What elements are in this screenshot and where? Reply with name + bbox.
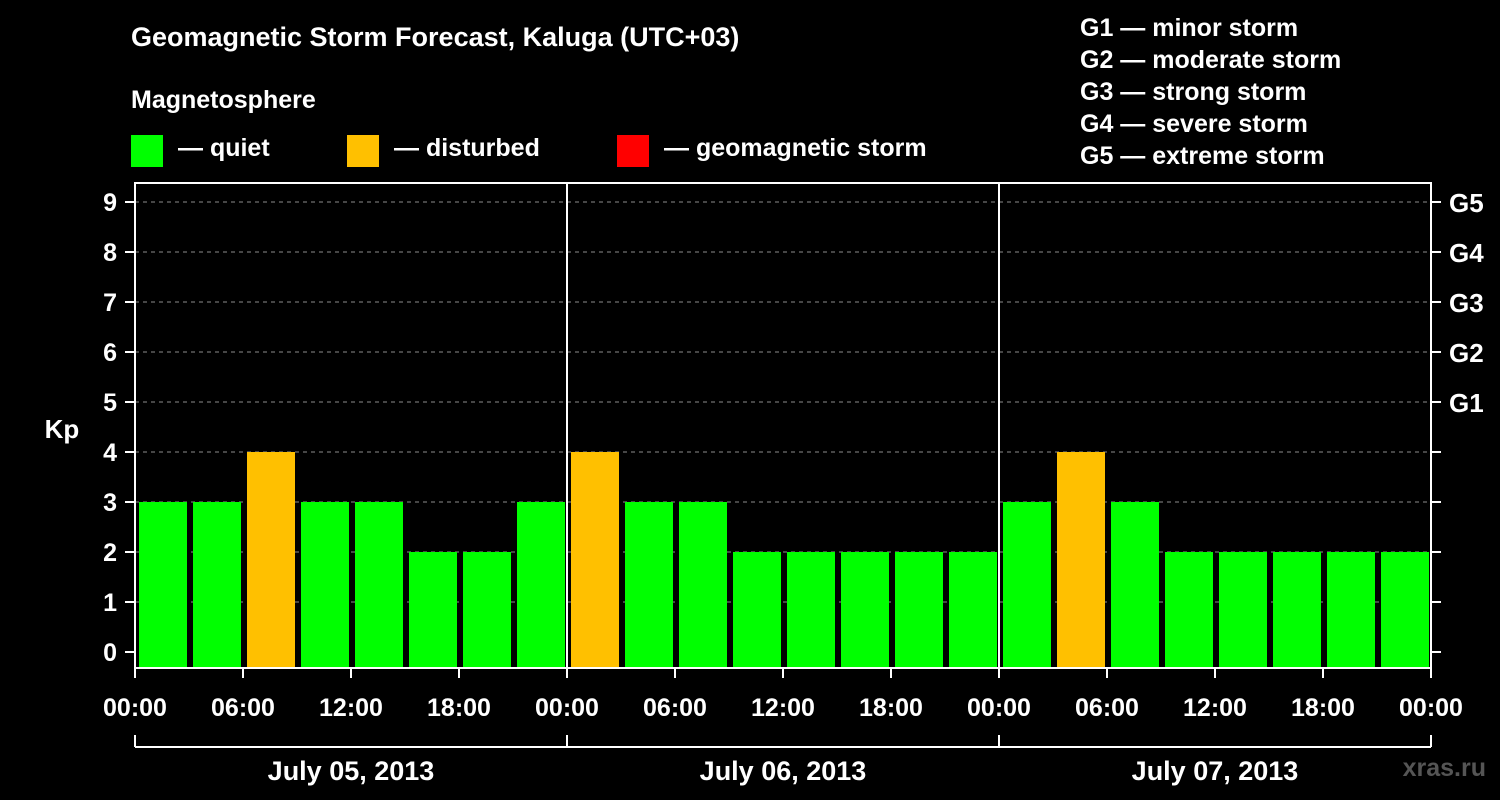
kp-bar — [247, 452, 295, 668]
kp-bar — [679, 502, 727, 668]
site-watermark: xras.ru — [1402, 754, 1486, 782]
kp-bar — [1273, 552, 1321, 668]
y-tick-label: 2 — [103, 539, 117, 567]
g-level-label: G2 — [1449, 338, 1484, 368]
y-tick-label: 8 — [103, 239, 117, 267]
kp-bar — [139, 502, 187, 668]
disturbed-swatch — [347, 135, 379, 167]
kp-bar — [1003, 502, 1051, 668]
x-tick-label: 12:00 — [319, 694, 383, 722]
kp-bar — [1381, 552, 1429, 668]
chart-title: Geomagnetic Storm Forecast, Kaluga (UTC+… — [131, 22, 740, 52]
day-label: July 07, 2013 — [1132, 756, 1299, 786]
kp-bar — [949, 552, 997, 668]
x-tick-label: 00:00 — [535, 694, 599, 722]
kp-bar — [1219, 552, 1267, 668]
legend-label-quiet: — quiet — [178, 134, 270, 162]
kp-bar — [841, 552, 889, 668]
x-tick-label: 18:00 — [427, 694, 491, 722]
kp-bar — [301, 502, 349, 668]
y-tick-label: 3 — [103, 489, 117, 517]
g-scale-item-g3: G3 — strong storm — [1080, 78, 1307, 106]
legend-label-storm: — geomagnetic storm — [664, 134, 927, 162]
kp-bar — [571, 452, 619, 668]
kp-bar — [517, 502, 565, 668]
x-tick-label: 00:00 — [967, 694, 1031, 722]
g-level-label: G4 — [1449, 238, 1484, 268]
g-scale-item-g1: G1 — minor storm — [1080, 14, 1299, 42]
y-tick-label: 9 — [103, 189, 117, 217]
g-level-label: G5 — [1449, 188, 1484, 218]
day-label: July 05, 2013 — [268, 756, 435, 786]
y-tick-label: 1 — [103, 589, 117, 617]
y-tick-label: 5 — [103, 389, 117, 417]
kp-bar — [355, 502, 403, 668]
g-scale-item-g2: G2 — moderate storm — [1080, 46, 1342, 74]
kp-bar — [1057, 452, 1105, 668]
x-tick-label: 00:00 — [1399, 694, 1463, 722]
x-tick-label: 00:00 — [103, 694, 167, 722]
x-tick-label: 06:00 — [643, 694, 707, 722]
x-tick-label: 12:00 — [751, 694, 815, 722]
kp-bar — [409, 552, 457, 668]
g-scale-item-g4: G4 — severe storm — [1080, 110, 1308, 138]
x-tick-label: 18:00 — [859, 694, 923, 722]
y-tick-label: 6 — [103, 339, 117, 367]
x-tick-label: 18:00 — [1291, 694, 1355, 722]
x-tick-label: 06:00 — [211, 694, 275, 722]
kp-bar — [1111, 502, 1159, 668]
legend-label-disturbed: — disturbed — [394, 134, 540, 162]
y-tick-label: 4 — [103, 439, 117, 467]
kp-bar — [463, 552, 511, 668]
y-axis-label: Kp — [45, 414, 80, 444]
g-level-label: G1 — [1449, 388, 1484, 418]
magnetosphere-subtitle: Magnetosphere — [131, 86, 316, 114]
kp-bar — [1165, 552, 1213, 668]
g-scale-item-g5: G5 — extreme storm — [1080, 142, 1325, 170]
kp-bar — [733, 552, 781, 668]
kp-bar — [193, 502, 241, 668]
quiet-swatch — [131, 135, 163, 167]
storm-swatch — [617, 135, 649, 167]
x-tick-label: 06:00 — [1075, 694, 1139, 722]
y-tick-label: 7 — [103, 289, 117, 317]
g-level-label: G3 — [1449, 288, 1484, 318]
kp-bar — [1327, 552, 1375, 668]
x-tick-label: 12:00 — [1183, 694, 1247, 722]
kp-bar — [625, 502, 673, 668]
day-label: July 06, 2013 — [700, 756, 867, 786]
kp-bar — [895, 552, 943, 668]
y-tick-label: 0 — [103, 639, 117, 667]
kp-bar — [787, 552, 835, 668]
